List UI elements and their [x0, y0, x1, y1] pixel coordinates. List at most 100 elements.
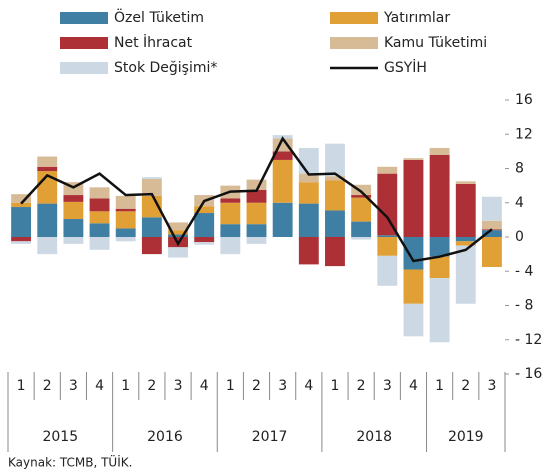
- bar-segment: [481, 220, 502, 230]
- bar-segment: [115, 211, 136, 229]
- bar-segment: [63, 195, 84, 202]
- x-tick-label: 1: [331, 378, 340, 394]
- bar-segment: [429, 147, 450, 155]
- year-label: 2018: [356, 429, 392, 445]
- x-tick-label: 3: [69, 378, 78, 394]
- bar-segment: [298, 147, 319, 174]
- legend-swatch: [330, 37, 378, 49]
- x-tick-label: 2: [252, 378, 261, 394]
- legend-label: Özel Tüketim: [114, 8, 204, 26]
- bar-segment: [272, 159, 293, 203]
- bar-segment: [141, 177, 162, 179]
- legend-swatch: [60, 62, 108, 74]
- bar-segment: [89, 223, 110, 237]
- bar-segment: [429, 278, 450, 343]
- bar-segment: [455, 245, 476, 304]
- bar-segment: [246, 237, 267, 244]
- x-tick-label: 3: [174, 378, 183, 394]
- bar-segment: [455, 237, 476, 242]
- x-tick-label: 2: [147, 378, 156, 394]
- bar-segment: [11, 194, 32, 203]
- x-tick-label: 1: [435, 378, 444, 394]
- bar-segment: [325, 210, 345, 237]
- bar-segment: [429, 256, 450, 279]
- bar-segment: [63, 237, 84, 244]
- x-tick-label: 3: [487, 378, 496, 394]
- bar-segment: [220, 224, 241, 237]
- bar-segment: [168, 230, 188, 235]
- y-tick-label: 12: [515, 126, 533, 142]
- bar-segment: [455, 181, 476, 184]
- bar-segment: [37, 156, 58, 167]
- bar-segment: [272, 151, 293, 160]
- legend-label: Net İhracat: [114, 33, 193, 51]
- bar-segment: [298, 203, 319, 237]
- bar-segment: [351, 195, 372, 198]
- bar-segment: [115, 237, 136, 242]
- bar-segment: [89, 211, 110, 224]
- bar-segment: [325, 237, 345, 267]
- bar-segment: [115, 228, 136, 237]
- legend-label: Stok Değişimi*: [114, 60, 217, 76]
- bar-segment: [377, 235, 398, 237]
- x-tick-label: 1: [121, 378, 130, 394]
- x-tick-label: 2: [461, 378, 470, 394]
- legend-label: Kamu Tüketimi: [384, 35, 487, 51]
- bar-segment: [455, 183, 476, 237]
- bar-segment: [220, 198, 241, 203]
- year-label: 2015: [42, 429, 78, 445]
- bar-segment: [11, 241, 32, 244]
- bar-segment: [377, 166, 398, 174]
- bar-segment: [377, 237, 398, 256]
- x-tick-label: 4: [304, 378, 313, 394]
- bar-segment: [37, 166, 58, 172]
- bar-segment: [168, 222, 188, 231]
- bar-segment: [351, 237, 372, 240]
- bar-segment: [377, 255, 398, 286]
- bar-segment: [89, 198, 110, 212]
- bar-segment: [141, 237, 162, 255]
- x-tick-label: 1: [226, 378, 235, 394]
- y-tick-label: - 8: [515, 298, 533, 314]
- bar-segment: [246, 202, 267, 225]
- bar-segment: [37, 237, 58, 255]
- year-label: 2019: [448, 429, 484, 445]
- bar-segment: [11, 207, 32, 237]
- bar-segment: [325, 143, 345, 177]
- bar-segment: [325, 180, 345, 211]
- bar-segment: [325, 176, 345, 181]
- legend-label: GSYİH: [384, 58, 427, 76]
- bar-segment: [168, 234, 188, 237]
- y-tick-label: 16: [515, 92, 533, 108]
- bar-segment: [220, 237, 241, 255]
- bar-segment: [351, 184, 372, 196]
- bar-segment: [194, 237, 215, 243]
- y-tick-label: 0: [515, 229, 524, 245]
- bar-segment: [481, 237, 502, 267]
- bar-segment: [89, 237, 110, 250]
- bar-segment: [298, 173, 319, 183]
- y-tick-label: - 12: [515, 332, 542, 348]
- year-label: 2016: [147, 429, 183, 445]
- bar-segment: [429, 237, 450, 257]
- bar-segment: [220, 202, 241, 225]
- bar-segment: [272, 202, 293, 237]
- x-tick-label: 2: [43, 378, 52, 394]
- bar-segment: [194, 206, 215, 214]
- bar-segment: [246, 189, 267, 203]
- bar-segment: [298, 182, 319, 204]
- bar-segment: [481, 230, 502, 237]
- bar-segment: [141, 178, 162, 196]
- bar-segment: [63, 201, 84, 220]
- bar-segment: [194, 213, 215, 237]
- bar-segment: [168, 247, 188, 258]
- y-tick-label: 8: [515, 161, 524, 177]
- bar-segment: [141, 217, 162, 237]
- gdp-line: [20, 136, 493, 263]
- year-label: 2017: [252, 429, 288, 445]
- bar-segment: [351, 221, 372, 237]
- bar-segment: [298, 237, 319, 265]
- bar-segment: [429, 154, 450, 237]
- bar-segment: [403, 158, 424, 160]
